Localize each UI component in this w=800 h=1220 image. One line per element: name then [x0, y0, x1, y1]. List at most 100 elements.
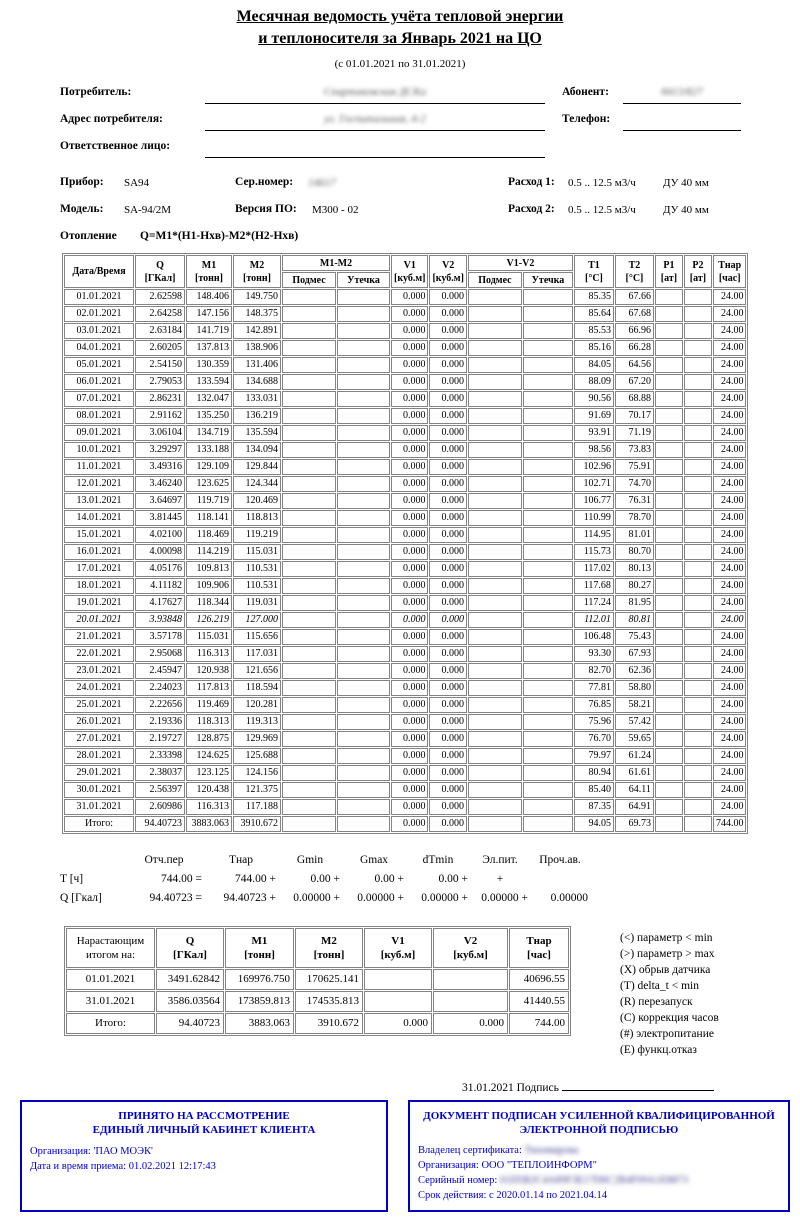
flow1-value: 0.5 .. 12.5 м3/ч [568, 177, 636, 189]
table-cell: 25.01.2021 [64, 697, 134, 713]
table-cell: 24.00 [712, 289, 747, 305]
table-cell: 0.000 [429, 714, 467, 730]
table-cell [467, 561, 522, 577]
table-cell [654, 493, 683, 509]
table-cell: 78.70 [614, 510, 654, 526]
table-cell: 0.000 [391, 765, 429, 781]
table-cell [467, 408, 522, 424]
summary-q-value: 0.00000 [550, 891, 588, 904]
summary-header: Тнар [228, 853, 254, 866]
table-row: 11.01.2021 3.49316 129.109 129.844 0.000 0.00… [64, 459, 747, 475]
table-cell: 24.00 [712, 663, 747, 679]
table-cell [337, 544, 390, 560]
table-cell: 2.63184 [135, 323, 185, 339]
table-cell: 3.06104 [135, 425, 185, 441]
table-row: 09.01.2021 3.06104 134.719 135.594 0.000 0.00… [64, 425, 747, 441]
table-cell [654, 629, 683, 645]
table-cell [282, 391, 336, 407]
table-cell: 85.35 [573, 289, 614, 305]
table-cell: 24.00 [712, 323, 747, 339]
table-cell: 15.01.2021 [64, 527, 134, 543]
table-cell [654, 646, 683, 662]
table-cell [522, 765, 573, 781]
table-cell [433, 991, 508, 1012]
table-cell: 118.594 [233, 680, 281, 696]
table-cell: 61.24 [614, 748, 654, 764]
table-cell: 121.375 [233, 782, 281, 798]
table-cell: 24.00 [712, 425, 747, 441]
table-cell: 64.11 [614, 782, 654, 798]
table-cell [467, 442, 522, 458]
table-row: 10.01.2021 3.29297 133.188 134.094 0.000 0.00… [64, 442, 747, 458]
table-cell: 0.000 [429, 408, 467, 424]
table-cell [282, 425, 336, 441]
table-cell: 81.95 [614, 595, 654, 611]
table-cell: 134.688 [233, 374, 281, 390]
table-cell [282, 765, 336, 781]
table-cell: 85.40 [573, 782, 614, 798]
table-cell: 0.000 [391, 544, 429, 560]
cum-col-header-v1: V1 [куб.м] [364, 928, 432, 968]
table-cell: 0.000 [429, 595, 467, 611]
flags-legend: (<) параметр < min (>) параметр > max (X) … [620, 930, 719, 1058]
table-cell: 4.05176 [135, 561, 185, 577]
table-cell [467, 697, 522, 713]
table-cell [654, 680, 683, 696]
table-cell: 67.93 [614, 646, 654, 662]
table-cell [522, 408, 573, 424]
table-cell: 3910.672 [233, 816, 281, 832]
table-row: 21.01.2021 3.57178 115.031 115.656 0.000 0.00… [64, 629, 747, 645]
table-cell: 80.27 [614, 578, 654, 594]
cert-owner-line: Владелец сертификата: Тихомирова [418, 1145, 579, 1156]
col-header-m1: M1 [тонн] [186, 255, 232, 288]
table-cell: 132.047 [186, 391, 232, 407]
table-cell: 80.94 [573, 765, 614, 781]
summary-t-label: T [ч] [60, 872, 84, 885]
table-cell: 135.250 [186, 408, 232, 424]
table-cell: 05.01.2021 [64, 357, 134, 373]
table-cell [522, 544, 573, 560]
table-cell: 0.000 [429, 765, 467, 781]
table-cell: 24.00 [712, 527, 747, 543]
table-cell [282, 493, 336, 509]
summary-header: Проч.ав. [539, 853, 581, 866]
table-cell: 76.70 [573, 731, 614, 747]
table-cell [467, 595, 522, 611]
summary-q-value: 0.00000 + [357, 891, 404, 904]
table-cell: 3.64697 [135, 493, 185, 509]
table-row: 20.01.2021 3.93848 126.219 127.000 0.000 0.00… [64, 612, 747, 628]
table-cell [467, 629, 522, 645]
table-cell [683, 731, 712, 747]
table-cell: 67.68 [614, 306, 654, 322]
abonent-value-line: 8413/827 [623, 86, 741, 104]
table-cell [467, 544, 522, 560]
table-cell: 134.094 [233, 442, 281, 458]
table-cell: 110.531 [233, 578, 281, 594]
legend-item: (<) параметр < min [620, 932, 713, 944]
table-cell [282, 748, 336, 764]
table-cell: 0.000 [391, 646, 429, 662]
table-cell [467, 612, 522, 628]
cert-serial-line: Серийный номер: 01D5B2C4A89F3E17D6C2B4F0… [418, 1175, 688, 1186]
table-cell [337, 476, 390, 492]
table-cell [683, 612, 712, 628]
table-cell: 118.469 [186, 527, 232, 543]
table-cell [654, 595, 683, 611]
table-cell [337, 646, 390, 662]
cert-owner-value: Тихомирова [524, 1145, 579, 1156]
table-row: 29.01.2021 2.38037 123.125 124.156 0.000 0.00… [64, 765, 747, 781]
address-value: ул. Госпитальная, 4-2 [324, 113, 426, 125]
table-cell [337, 578, 390, 594]
table-cell: 115.031 [233, 544, 281, 560]
table-cell: 119.469 [186, 697, 232, 713]
table-cell: 77.81 [573, 680, 614, 696]
table-cell: 84.05 [573, 357, 614, 373]
table-cell [467, 663, 522, 679]
table-cell: 2.19727 [135, 731, 185, 747]
table-cell [683, 578, 712, 594]
table-cell: 0.000 [364, 1013, 432, 1034]
table-cell: 0.000 [429, 646, 467, 662]
table-cell [522, 459, 573, 475]
table-cell [337, 323, 390, 339]
